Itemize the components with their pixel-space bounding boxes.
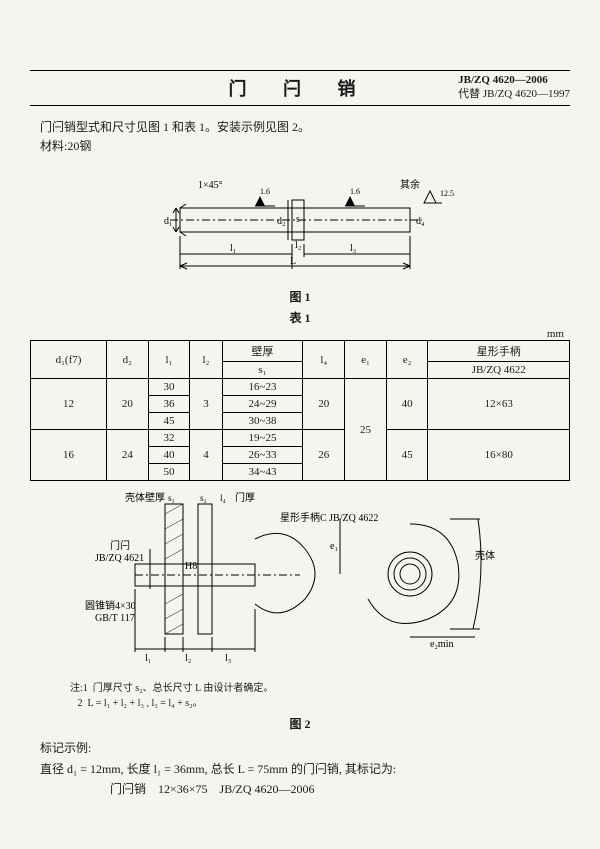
fig1-rest: 其余 — [400, 178, 420, 191]
note2: L = l₁ + l₂ + l₃ , l₃ = l₄ + s₂。 — [88, 698, 203, 709]
fig1-d1: d₁ — [164, 216, 173, 227]
th-d2: d₂ — [107, 341, 149, 379]
fig2-handle: 星形手柄C JB/ZQ 4622 — [280, 511, 378, 524]
table1-caption: 表 1 — [30, 309, 570, 326]
intro-line2: 材料:20钢 — [40, 137, 570, 156]
th-handle-bot: JB/ZQ 4622 — [428, 362, 570, 379]
fig1-l2: l₂ — [295, 240, 301, 251]
title-row: 门 闩 销 JB/ZQ 4620—2006 代替 JB/ZQ 4620—1997 — [30, 75, 570, 106]
fig2-wall: 壳体壁厚 — [125, 491, 165, 504]
figure2-notes: 注:1 门厚尺寸 s₂、总长尺寸 L 由设计者确定。 2 L = l₁ + l₂… — [30, 681, 570, 711]
intro-text: 门闩销型式和尺寸见图 1 和表 1。安装示例见图 2。 材料:20钢 — [30, 118, 570, 156]
fig2-s2: s₂ — [200, 493, 207, 503]
page: 门 闩 销 JB/ZQ 4620—2006 代替 JB/ZQ 4620—1997… — [0, 0, 600, 830]
doc-title: 门 闩 销 — [229, 75, 372, 101]
table-row: 12 20 30 3 16~23 20 25 40 12×63 — [31, 379, 570, 396]
figure-2: 壳体壁厚 门厚 门闩 JB/ZQ 4621 圆锥销4×30 GB/T 117 星… — [30, 489, 570, 673]
fig2-shell: 壳体 — [475, 549, 495, 562]
fig2-e1: e₁ — [330, 541, 338, 552]
fig1-ra: 12.5 — [440, 189, 454, 198]
fig2-pin: 圆锥销4×30 — [85, 599, 136, 612]
th-d1: d₁(f7) — [31, 341, 107, 379]
fig2-l1: l₁ — [145, 653, 151, 664]
fig2-l3: l₃ — [225, 653, 231, 664]
fig2-h8: H8 — [185, 561, 197, 572]
marking-t3: 门闩销 12×36×75 JB/ZQ 4620—2006 — [40, 779, 570, 799]
note2-prefix: 2 — [78, 698, 83, 709]
svg-text:1.6: 1.6 — [260, 187, 270, 196]
th-e1: e₁ — [345, 341, 387, 379]
marking-example: 标记示例: 直径 d₁ = 12mm, 长度 l₁ = 36mm, 总长 L =… — [30, 738, 570, 799]
table-row: 16 24 32 4 19~25 26 45 16×80 — [31, 430, 570, 447]
fig2-e2: e₂min — [430, 639, 453, 650]
table1-unit: mm — [30, 328, 570, 340]
fig1-d4: d₄ — [416, 216, 425, 227]
table-1: d₁(f7) d₂ l₁ l₂ 壁厚 l₄ e₁ e₂ 星形手柄 s₁ JB/Z… — [30, 340, 570, 481]
note-prefix: 注:1 — [70, 683, 88, 694]
figure-2-svg: 壳体壁厚 门厚 门闩 JB/ZQ 4621 圆锥销4×30 GB/T 117 星… — [80, 489, 520, 669]
fig1-l1: l₁ — [230, 243, 236, 254]
fig2-pin-std: GB/T 117 — [95, 613, 135, 624]
figure-1-svg: 1×45° d₁ d₂ d₄ l₁ l₂ l₃ L s 其余 12.5 1.6 … — [140, 166, 460, 276]
header-rule — [30, 70, 570, 71]
fig1-l3: l₃ — [350, 243, 356, 254]
standard-codes: JB/ZQ 4620—2006 代替 JB/ZQ 4620—1997 — [458, 73, 570, 102]
fig1-chamfer: 1×45° — [198, 180, 223, 191]
table-header-row: d₁(f7) d₂ l₁ l₂ 壁厚 l₄ e₁ e₂ 星形手柄 — [31, 341, 570, 362]
marking-t1: 标记示例: — [40, 738, 570, 758]
fig2-l2: l₂ — [185, 653, 191, 664]
note1: 门厚尺寸 s₂、总长尺寸 L 由设计者确定。 — [93, 683, 274, 694]
fig1-caption: 图 1 — [30, 288, 570, 305]
std-current: JB/ZQ 4620—2006 — [458, 73, 570, 87]
fig2-latch-std: JB/ZQ 4621 — [95, 553, 144, 564]
fig2-caption: 图 2 — [30, 715, 570, 732]
svg-text:1.6: 1.6 — [350, 187, 360, 196]
std-replace: 代替 JB/ZQ 4620—1997 — [458, 87, 570, 101]
fig2-l4: l₄ — [220, 493, 226, 503]
th-l1: l₁ — [148, 341, 190, 379]
th-s1-top: 壁厚 — [222, 341, 303, 362]
th-handle-top: 星形手柄 — [428, 341, 570, 362]
fig2-latch: 门闩 — [110, 539, 130, 552]
fig2-doorth: 门厚 — [235, 491, 255, 504]
fig1-L: L — [290, 256, 296, 267]
th-l4: l₄ — [303, 341, 345, 379]
fig1-d2: d₂ — [277, 216, 286, 227]
intro-line1: 门闩销型式和尺寸见图 1 和表 1。安装示例见图 2。 — [40, 118, 570, 137]
fig2-s1: s₁ — [168, 493, 175, 503]
th-s1-bot: s₁ — [222, 362, 303, 379]
fig1-s: s — [296, 214, 300, 225]
marking-t2: 直径 d₁ = 12mm, 长度 l₁ = 36mm, 总长 L = 75mm … — [40, 759, 570, 779]
figure-1: 1×45° d₁ d₂ d₄ l₁ l₂ l₃ L s 其余 12.5 1.6 … — [30, 166, 570, 280]
th-l2: l₂ — [190, 341, 222, 379]
th-e2: e₂ — [386, 341, 428, 379]
